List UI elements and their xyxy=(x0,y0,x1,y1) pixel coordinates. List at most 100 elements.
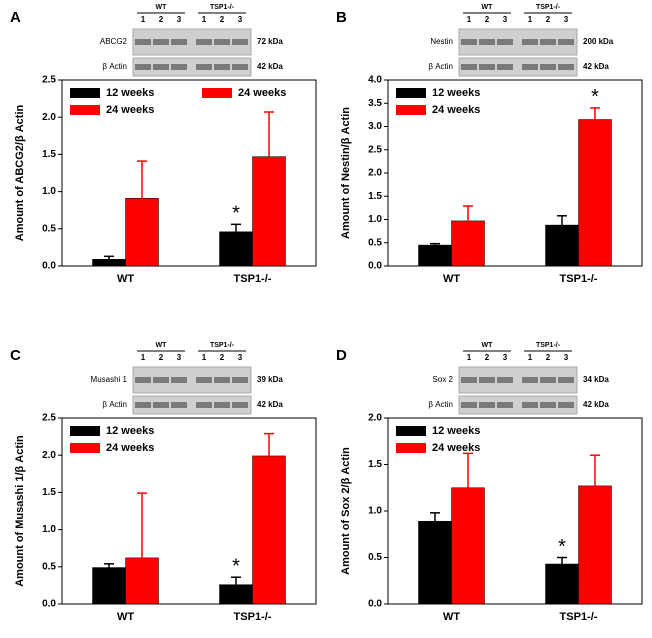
y-tick-label: 0.5 xyxy=(368,552,382,563)
blot-band xyxy=(540,39,556,45)
blot-band xyxy=(558,402,574,408)
blot-band xyxy=(479,402,495,408)
y-tick-label: 1.5 xyxy=(368,459,382,470)
y-tick-label: 0.5 xyxy=(42,223,56,234)
error-bar xyxy=(231,576,241,585)
legend-swatch xyxy=(396,426,426,436)
y-tick-label: 2.0 xyxy=(42,112,56,123)
blot-strip xyxy=(132,366,252,394)
blot-label: Sox 2 xyxy=(433,375,454,384)
x-tick-label: WT xyxy=(117,611,134,623)
error-bar xyxy=(430,242,440,246)
blot-lane: 3 xyxy=(177,15,182,24)
blot-band xyxy=(232,377,248,383)
blot-band xyxy=(232,402,248,408)
blot-band xyxy=(153,39,169,45)
bar xyxy=(92,259,126,267)
y-tick-label: 1.0 xyxy=(42,186,56,197)
blot-band xyxy=(214,39,230,45)
blot-band xyxy=(558,377,574,383)
blot-lane: 1 xyxy=(141,15,146,24)
y-tick-label: 3.0 xyxy=(368,121,382,132)
y-axis-label: Amount of Nestin/β Actin xyxy=(340,107,352,239)
legend-swatch xyxy=(202,88,232,98)
bar xyxy=(92,567,126,605)
y-tick-label: 2.0 xyxy=(368,168,382,179)
blot-band xyxy=(479,39,495,45)
y-tick-label: 1.0 xyxy=(368,214,382,225)
bar xyxy=(252,156,286,267)
blot-band xyxy=(135,402,151,408)
blot-size: 42 kDa xyxy=(583,400,609,409)
legend-label: 12 weeks xyxy=(432,425,480,437)
blot-band xyxy=(171,64,187,70)
error-bar xyxy=(590,454,600,486)
legend-swatch xyxy=(70,443,100,453)
blot-lane: 2 xyxy=(159,15,164,24)
blot-band xyxy=(153,402,169,408)
y-tick-label: 1.5 xyxy=(368,191,382,202)
panel-letter: A xyxy=(10,9,21,26)
blot-band xyxy=(497,64,513,70)
blot-lane: 2 xyxy=(220,15,225,24)
blot-band xyxy=(171,39,187,45)
legend-label: 12 weeks xyxy=(106,425,154,437)
blot-group: WT xyxy=(482,342,494,349)
bar xyxy=(545,563,579,605)
bar xyxy=(418,520,452,605)
blot-lane: 2 xyxy=(546,353,551,362)
blot-band xyxy=(196,402,212,408)
bar xyxy=(219,231,253,267)
blot-lane: 3 xyxy=(238,15,243,24)
blot-strip xyxy=(458,28,578,56)
error-bar xyxy=(463,452,473,488)
legend-swatch xyxy=(396,443,426,453)
blot-lane: 1 xyxy=(467,15,472,24)
y-tick-label: 2.0 xyxy=(42,450,56,461)
error-bar xyxy=(104,563,114,568)
blot-band xyxy=(461,377,477,383)
blot-band xyxy=(171,377,187,383)
blot-label: β Actin xyxy=(102,400,127,409)
blot-size: 39 kDa xyxy=(257,375,283,384)
blot-band xyxy=(135,39,151,45)
y-tick-label: 0.5 xyxy=(368,237,382,248)
blot-lane: 2 xyxy=(220,353,225,362)
bar xyxy=(451,220,485,267)
error-bar xyxy=(104,255,114,260)
x-tick-label: TSP1-/- xyxy=(560,273,598,285)
error-bar xyxy=(231,223,241,232)
blot-band xyxy=(558,39,574,45)
blot-band xyxy=(232,64,248,70)
y-tick-label: 1.5 xyxy=(42,149,56,160)
x-tick-label: TSP1-/- xyxy=(234,611,272,623)
legend-swatch xyxy=(70,426,100,436)
blot-band xyxy=(522,39,538,45)
error-bar xyxy=(590,107,600,120)
x-tick-label: TSP1-/- xyxy=(234,273,272,285)
x-tick-label: WT xyxy=(117,273,134,285)
y-tick-label: 2.5 xyxy=(368,144,382,155)
blot-band xyxy=(540,64,556,70)
legend-label: 12 weeks xyxy=(106,87,154,99)
blot-band xyxy=(497,377,513,383)
blot-size: 42 kDa xyxy=(257,400,283,409)
blot-lane: 3 xyxy=(564,15,569,24)
blot-label: Nestin xyxy=(430,37,453,46)
blot-group: TSP1-/- xyxy=(536,342,561,349)
legend-label: 24 weeks xyxy=(238,87,286,99)
blot-lane: 1 xyxy=(467,353,472,362)
blot-band xyxy=(461,39,477,45)
blot-lane: 3 xyxy=(503,15,508,24)
x-tick-label: WT xyxy=(443,611,460,623)
blot-band xyxy=(153,64,169,70)
y-axis-label: Amount of Sox 2/β Actin xyxy=(340,447,352,575)
legend-swatch xyxy=(396,88,426,98)
blot-group: TSP1-/- xyxy=(210,342,235,349)
significance-mark: * xyxy=(232,555,240,577)
panel-letter: D xyxy=(336,347,347,364)
y-tick-label: 4.0 xyxy=(368,75,382,86)
